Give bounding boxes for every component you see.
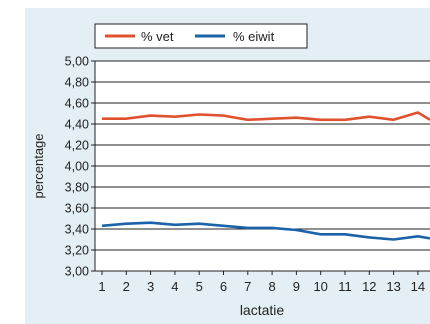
- x-tick-label: 14: [411, 279, 425, 294]
- x-tick-label: 4: [171, 279, 178, 294]
- x-tick-label: 1: [98, 279, 105, 294]
- y-tick-label: 3,80: [65, 181, 89, 195]
- x-tick-label: 10: [313, 279, 327, 294]
- x-tick-label: 9: [293, 279, 300, 294]
- y-tick-label: 5,00: [65, 55, 89, 69]
- x-tick-label: 2: [123, 279, 130, 294]
- y-tick-label: 3,20: [65, 244, 89, 258]
- series-lines: [101, 111, 430, 241]
- chart-panel: 3,00 3,20 3,40 3,60 3,80 4,00 4,20 4,40 4,60 4,80…: [25, 8, 430, 324]
- axis-labels: 3,00 3,20 3,40 3,60 3,80 4,00 4,20 4,40 4,60 4,80…: [65, 55, 425, 295]
- y-tick-label: 3,00: [65, 265, 89, 279]
- y-tick-label: 4,00: [65, 160, 89, 174]
- legend: % vet % eiwit: [94, 23, 308, 49]
- x-tick-label: 5: [196, 279, 203, 294]
- y-tick-label: 3,60: [65, 202, 89, 216]
- x-tick-label: 13: [386, 279, 400, 294]
- x-tick-label: 7: [244, 279, 251, 294]
- y-tick-label: 4,20: [65, 139, 89, 153]
- x-tick-label: 12: [362, 279, 376, 294]
- legend-label-vet: % vet: [141, 29, 174, 44]
- x-tick-label: 3: [147, 279, 154, 294]
- series-line-eiwit: [101, 221, 430, 241]
- y-tick-label: 4,40: [65, 118, 89, 132]
- line-chart: 3,00 3,20 3,40 3,60 3,80 4,00 4,20 4,40 4,60 4,80…: [25, 8, 430, 324]
- y-tick-label: 4,80: [65, 76, 89, 90]
- legend-label-eiwit: % eiwit: [233, 29, 275, 44]
- x-tick-label: 6: [220, 279, 227, 294]
- x-tick-label: 11: [338, 279, 352, 294]
- x-axis-title: lactatie: [240, 302, 285, 318]
- x-tick-label: 8: [268, 279, 275, 294]
- y-axis-title: percentage: [31, 133, 46, 198]
- y-tick-label: 3,40: [65, 223, 89, 237]
- y-tick-label: 4,60: [65, 97, 89, 111]
- series-line-vet: [102, 111, 430, 122]
- axis-ticks: [91, 60, 419, 275]
